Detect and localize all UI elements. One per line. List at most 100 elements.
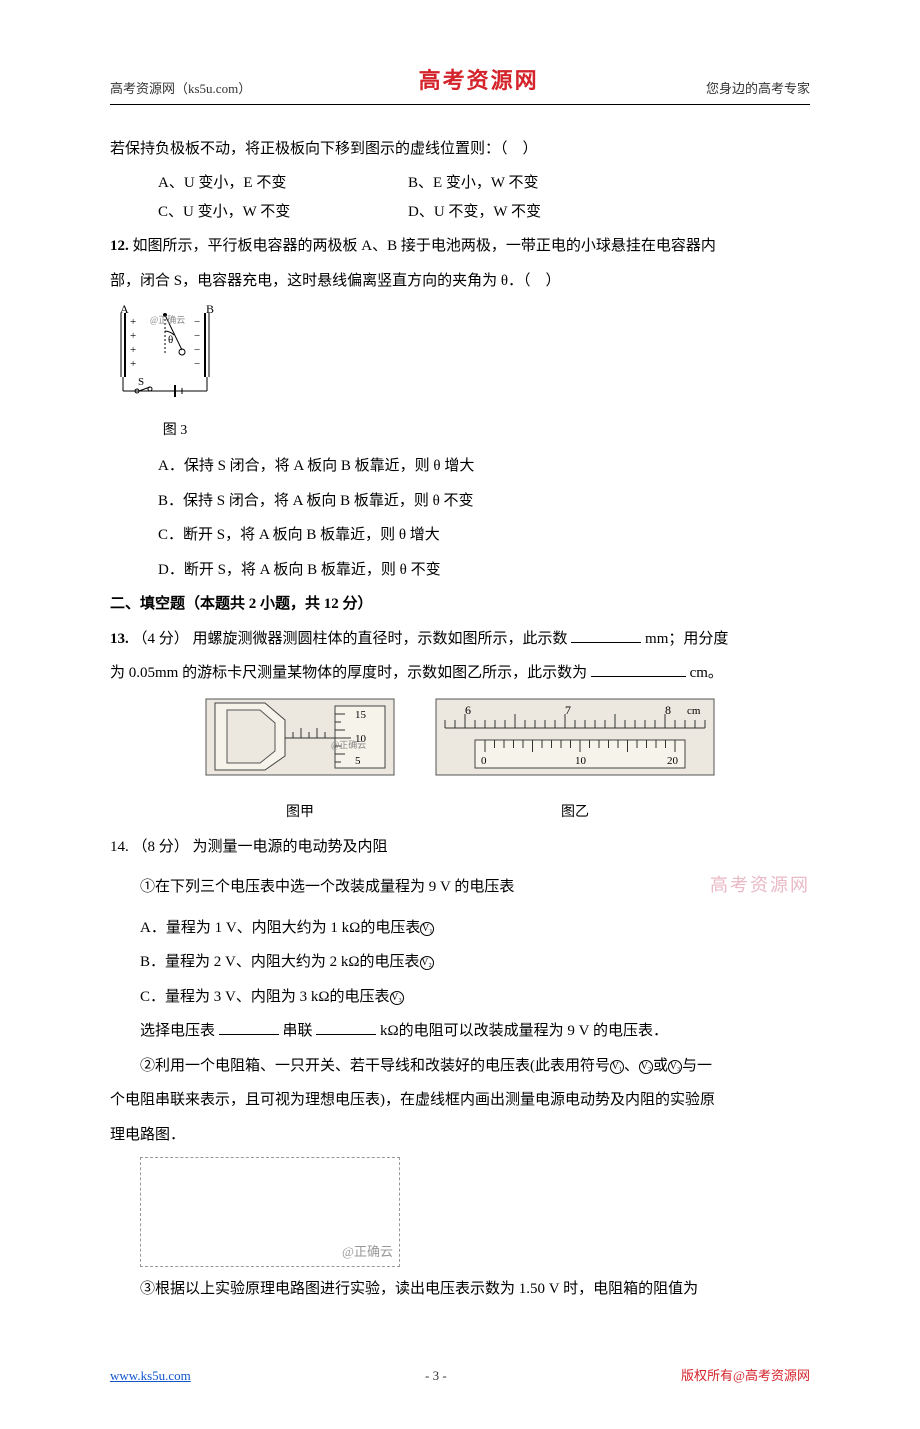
svg-text:+: + xyxy=(130,358,136,370)
q12-num: 12. xyxy=(110,238,129,254)
q14-C: C．量程为 3 V、内阻为 3 kΩ的电压表V₃ xyxy=(110,983,810,1012)
fig-jia: 15 10 5 @正确云 图甲 xyxy=(205,698,395,827)
q11-optC: C、U 变小，W 不变 xyxy=(158,198,408,227)
v3-icon-2: V₃ xyxy=(668,1060,682,1074)
q14-A-text: A．量程为 1 V、内阻大约为 1 kΩ的电压表 xyxy=(140,920,420,936)
v1-icon: V₁ xyxy=(420,922,434,936)
blank-meter[interactable] xyxy=(219,1019,279,1036)
blank-mm[interactable] xyxy=(571,626,641,643)
svg-text:15: 15 xyxy=(355,709,367,721)
q12-line2: 部，闭合 S，电容器充电，这时悬线偏离竖直方向的夹角为 θ．（ ） xyxy=(110,267,810,296)
q14-p3: ③根据以上实验原理电路图进行实验，读出电压表示数为 1.50 V 时，电阻箱的阻… xyxy=(110,1275,810,1304)
footer-copyright: 版权所有@高考资源网 xyxy=(681,1364,810,1389)
micrometer-icon: 15 10 5 @正确云 xyxy=(205,698,395,788)
svg-text:20: 20 xyxy=(667,755,679,767)
svg-text:−: − xyxy=(194,358,200,370)
svg-text:−: − xyxy=(194,316,200,328)
switch-label: S xyxy=(138,376,144,388)
q14-sel-a: 选择电压表 xyxy=(140,1023,215,1039)
q14-title: 为测量一电源的电动势及内阻 xyxy=(193,839,388,855)
svg-text:cm: cm xyxy=(687,705,701,717)
vernier-icon: 6 7 8 cm 0 10 20 xyxy=(435,698,715,788)
q13-l2b: cm。 xyxy=(690,665,723,681)
svg-text:10: 10 xyxy=(575,755,587,767)
q14-p2-l1: ②利用一个电阻箱、一只开关、若干导线和改装好的电压表(此表用符号V₁、V₂或V₃… xyxy=(110,1052,810,1081)
q11-row2: C、U 变小，W 不变 D、U 不变，W 不变 xyxy=(110,198,810,227)
q13-l1b: mm；用分度 xyxy=(645,631,728,647)
fig-yi: 6 7 8 cm 0 10 20 图乙 xyxy=(435,698,715,827)
q13-line1: 13. （4 分） 用螺旋测微器测圆柱体的直径时，示数如图所示，此示数 mm；用… xyxy=(110,625,810,654)
svg-text:+: + xyxy=(130,344,136,356)
svg-text:B: B xyxy=(206,305,214,316)
q14-p2c: 或 xyxy=(653,1058,668,1074)
header-right: 您身边的高考专家 xyxy=(706,77,810,102)
q14-B: B．量程为 2 V、内阻大约为 2 kΩ的电压表V₂ xyxy=(110,948,810,977)
q12-optB: B．保持 S 闭合，将 A 板向 B 板靠近，则 θ 不变 xyxy=(110,487,810,516)
circuit-draw-box[interactable]: @正确云 xyxy=(140,1157,400,1267)
fig-yi-caption: 图乙 xyxy=(435,800,715,827)
svg-text:+: + xyxy=(130,330,136,342)
blank-cm[interactable] xyxy=(591,661,686,678)
page-footer: www.ks5u.com - 3 - 版权所有@高考资源网 xyxy=(110,1364,810,1389)
q14-A: A．量程为 1 V、内阻大约为 1 kΩ的电压表V₁ xyxy=(110,914,810,943)
q14-sel-b: 串联 xyxy=(283,1023,313,1039)
q14-C-text: C．量程为 3 V、内阻为 3 kΩ的电压表 xyxy=(140,989,390,1005)
q13-l1a: 用螺旋测微器测圆柱体的直径时，示数如图所示，此示数 xyxy=(193,631,568,647)
box-label: @正确云 xyxy=(342,1240,393,1265)
theta-label: θ xyxy=(168,334,173,346)
q13-l2a: 为 0.05mm 的游标卡尺测量某物体的厚度时，示数如图乙所示，此示数为 xyxy=(110,665,587,681)
q14-select: 选择电压表 串联 kΩ的电阻可以改装成量程为 9 V 的电压表． xyxy=(110,1017,810,1046)
svg-text:−: − xyxy=(194,330,200,342)
svg-text:0: 0 xyxy=(481,755,487,767)
header-center-logo: 高考资源网 xyxy=(419,60,539,102)
q14-score: （8 分） xyxy=(133,839,189,855)
q14-p2-l3: 理电路图． xyxy=(110,1121,810,1150)
header-left: 高考资源网（ks5u.com） xyxy=(110,77,251,102)
q12-stem1: 如图所示，平行板电容器的两极板 A、B 接于电池两极，一带正电的小球悬挂在电容器… xyxy=(133,238,716,254)
q12-figure: A B + + + + − − − − θ @正确云 S 图 3 xyxy=(110,305,240,444)
svg-text:A: A xyxy=(120,305,129,316)
q14-p2d: 与一 xyxy=(682,1058,712,1074)
q12-optC: C．断开 S，将 A 板向 B 板靠近，则 θ 增大 xyxy=(110,521,810,550)
svg-text:−: − xyxy=(194,344,200,356)
q11-optB: B、E 变小，W 不变 xyxy=(408,169,658,198)
fig-mark: @正确云 xyxy=(150,314,185,325)
q13-score: （4 分） xyxy=(133,631,189,647)
svg-text:@正确云: @正确云 xyxy=(331,739,366,750)
svg-text:7: 7 xyxy=(565,703,571,717)
svg-text:+: + xyxy=(130,316,136,328)
svg-text:5: 5 xyxy=(355,755,361,767)
q12-fig-caption: 图 3 xyxy=(110,418,240,445)
section2-heading: 二、填空题（本题共 2 小题，共 12 分） xyxy=(110,590,810,619)
watermark-text: 高考资源网 xyxy=(710,868,810,902)
q14-p1: ①在下列三个电压表中选一个改装成量程为 9 V 的电压表 xyxy=(110,873,514,902)
q11-optD: D、U 不变，W 不变 xyxy=(408,198,658,227)
q14-p2-l2: 个电阻串联来表示，且可视为理想电压表)，在虚线框内画出测量电源电动势及内阻的实验… xyxy=(110,1086,810,1115)
q12-line1: 12. 如图所示，平行板电容器的两极板 A、B 接于电池两极，一带正电的小球悬挂… xyxy=(110,232,810,261)
q13-num: 13. xyxy=(110,631,129,647)
q13-figures: 15 10 5 @正确云 图甲 6 7 8 cm 0 10 20 图乙 xyxy=(110,698,810,827)
q11-stem: 若保持负极板不动，将正极板向下移到图示的虚线位置则：（ ） xyxy=(110,135,810,164)
q14-head: 14. （8 分） 为测量一电源的电动势及内阻 xyxy=(110,833,810,862)
footer-url[interactable]: www.ks5u.com xyxy=(110,1364,191,1389)
q14-num: 14. xyxy=(110,839,129,855)
q13-line2: 为 0.05mm 的游标卡尺测量某物体的厚度时，示数如图乙所示，此示数为 cm。 xyxy=(110,659,810,688)
q14-B-text: B．量程为 2 V、内阻大约为 2 kΩ的电压表 xyxy=(140,954,420,970)
q12-optA: A．保持 S 闭合，将 A 板向 B 板靠近，则 θ 增大 xyxy=(110,452,810,481)
svg-text:8: 8 xyxy=(665,703,671,717)
v2-icon-2: V₂ xyxy=(639,1060,653,1074)
footer-page: - 3 - xyxy=(406,1364,466,1389)
q11-optA: A、U 变小，E 不变 xyxy=(158,169,408,198)
svg-text:6: 6 xyxy=(465,703,471,717)
q14-p2a: ②利用一个电阻箱、一只开关、若干导线和改装好的电压表(此表用符号 xyxy=(140,1058,610,1074)
v1-icon-2: V₁ xyxy=(610,1060,624,1074)
fig-jia-caption: 图甲 xyxy=(205,800,395,827)
q14-sel-c: kΩ的电阻可以改装成量程为 9 V 的电压表． xyxy=(380,1023,668,1039)
capacitor-circuit-icon: A B + + + + − − − − θ @正确云 S xyxy=(110,305,240,405)
page-header: 高考资源网（ks5u.com） 高考资源网 您身边的高考专家 xyxy=(110,60,810,105)
blank-kohm[interactable] xyxy=(316,1019,376,1036)
q12-optD: D．断开 S，将 A 板向 B 板靠近，则 θ 不变 xyxy=(110,556,810,585)
v2-icon: V₂ xyxy=(420,956,434,970)
v3-icon: V₃ xyxy=(390,991,404,1005)
q14-p2b: 、 xyxy=(624,1058,639,1074)
